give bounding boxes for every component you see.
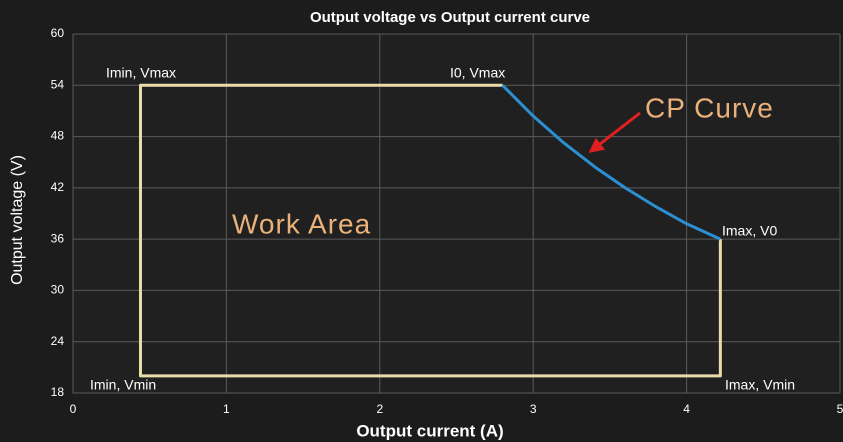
y-tick-label: 60 — [51, 26, 65, 40]
series-line — [138, 83, 722, 378]
x-axis-label: Output current (A) — [356, 421, 503, 440]
series-label: Work Area — [232, 208, 371, 239]
y-tick-label: 48 — [51, 129, 65, 143]
annotation: Imax, V0 — [722, 223, 777, 239]
y-tick-label: 18 — [51, 385, 65, 399]
annotation: I0, Vmax — [450, 65, 505, 81]
annotation: Imax, Vmin — [725, 377, 795, 393]
y-tick-label: 24 — [51, 334, 65, 348]
grid — [72, 33, 841, 394]
y-tick-label: 30 — [51, 283, 65, 297]
y-axis-label: Output voltage (V) — [9, 155, 26, 285]
series-line — [501, 84, 721, 241]
annotation: Imin, Vmin — [90, 377, 156, 393]
x-tick-label: 1 — [223, 402, 230, 416]
x-tick-label: 4 — [683, 402, 690, 416]
series-label: CP Curve — [645, 92, 774, 123]
x-tick-label: 3 — [530, 402, 537, 416]
plot-area — [73, 34, 840, 393]
annotation: Imin, Vmax — [106, 65, 176, 81]
y-tick-label: 54 — [51, 77, 65, 91]
x-tick-label: 5 — [837, 402, 843, 416]
x-tick-label: 0 — [70, 402, 77, 416]
y-tick-label: 42 — [51, 180, 65, 194]
x-tick-label: 2 — [376, 402, 383, 416]
marks — [138, 83, 722, 378]
arrow — [588, 111, 641, 153]
y-tick-label: 36 — [51, 231, 65, 245]
chart-title: Output voltage vs Output current curve — [310, 9, 590, 26]
